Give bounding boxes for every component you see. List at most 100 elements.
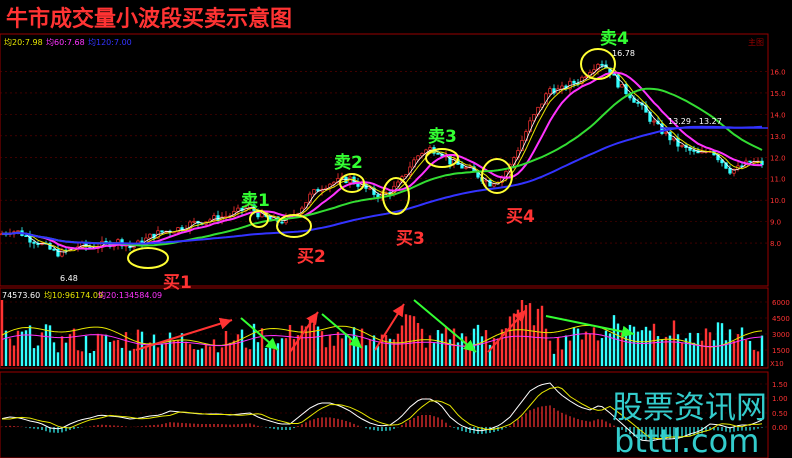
volume-bar (644, 326, 648, 366)
candle-body (672, 137, 676, 141)
candle-body (428, 147, 432, 151)
volume-bar (200, 348, 204, 366)
volume-bar (304, 326, 308, 366)
volume-bar (488, 344, 492, 366)
volume-bar (52, 342, 56, 366)
volume-bar (396, 333, 400, 366)
volume-bar (656, 336, 660, 366)
volume-bar (44, 324, 48, 366)
volume-bar (264, 347, 268, 366)
buy-label-2: 买2 (297, 247, 326, 267)
volume-bar (220, 347, 224, 366)
volume-bar (148, 342, 152, 366)
volume-bar (156, 347, 160, 366)
buy-circle-4 (481, 158, 513, 194)
volume-bar (284, 338, 288, 366)
volume-bar (504, 328, 508, 366)
volume-bar (572, 327, 576, 366)
volume-bar (492, 338, 496, 366)
volume-bar (704, 328, 708, 366)
price-legend-ma60: 均60:7.68 (46, 37, 85, 47)
volume-bar (428, 335, 432, 366)
moving-average-lines (1, 65, 763, 253)
volume-bar (72, 328, 76, 366)
volume-bar (308, 320, 312, 366)
volume-bar (564, 335, 568, 366)
volume-bar (312, 323, 316, 366)
volume-bar (440, 333, 444, 366)
volume-bar (516, 309, 520, 366)
volume-bar (684, 338, 688, 366)
candle-body (224, 216, 228, 218)
volume-bar (232, 340, 236, 366)
volume-arrow-down-1 (240, 317, 279, 351)
volume-arrow-up-1 (135, 317, 233, 351)
volume-bar (260, 328, 264, 366)
candle-body (620, 84, 624, 88)
volume-bar (416, 322, 420, 366)
volume-bar (676, 334, 680, 366)
volume-bar (144, 345, 148, 366)
volume-bar (316, 326, 320, 366)
volume-bar (700, 340, 704, 366)
volume-bar (0, 300, 4, 366)
volume-bar (532, 325, 536, 366)
volume-bar (560, 349, 564, 366)
volume-bar (28, 325, 32, 366)
candle-body (32, 241, 36, 244)
candle-body (596, 63, 600, 70)
volume-bar (600, 338, 604, 366)
volume-bar (364, 345, 368, 366)
volume-bar (268, 341, 272, 366)
candle-body (560, 85, 564, 90)
volume-bar (56, 352, 60, 366)
volume-bar (20, 331, 24, 366)
volume-bar (224, 331, 228, 366)
volume-bar (388, 338, 392, 366)
volume-bar (228, 342, 232, 366)
volume-bar (556, 337, 560, 366)
candle-body (368, 187, 372, 190)
candle-body (416, 155, 420, 161)
macd-histogram (1, 382, 763, 442)
price-legend-ma120: 均120:7.00 (88, 37, 132, 47)
volume-bar (84, 336, 88, 366)
volume-bar (152, 334, 156, 366)
volume-bar (612, 315, 616, 366)
volume-bar (496, 338, 500, 366)
volume-bar (604, 330, 608, 366)
volume-bar (740, 327, 744, 366)
volume-bar (528, 303, 532, 366)
volume-bar (172, 340, 176, 366)
volume-bar (236, 334, 240, 366)
volume-bar (128, 350, 132, 366)
volume-bar (160, 344, 164, 366)
candle-body (528, 120, 532, 132)
candle-body (280, 221, 284, 224)
candle-body (236, 207, 240, 212)
volume-bar (372, 335, 376, 366)
volume-bar (464, 336, 468, 366)
candle-body (56, 248, 60, 257)
volume-bar (368, 339, 372, 366)
volume-bar (208, 346, 212, 366)
ma20-line (1, 71, 763, 250)
candle-body (60, 249, 64, 257)
volume-bar (708, 332, 712, 366)
volume-bar (400, 325, 404, 366)
volume-bar (456, 342, 460, 366)
volume-bar (272, 349, 276, 366)
candle-body (192, 220, 196, 223)
volume-bar (100, 334, 104, 366)
candle-body (572, 80, 576, 84)
candle-body (396, 181, 400, 187)
candle-body (600, 63, 604, 66)
volume-bar (36, 345, 40, 366)
candle-body (532, 114, 536, 122)
volume-bar (640, 330, 644, 366)
volume-bar (548, 340, 552, 366)
sell-circle-3 (425, 148, 459, 168)
candle-body (732, 168, 736, 174)
